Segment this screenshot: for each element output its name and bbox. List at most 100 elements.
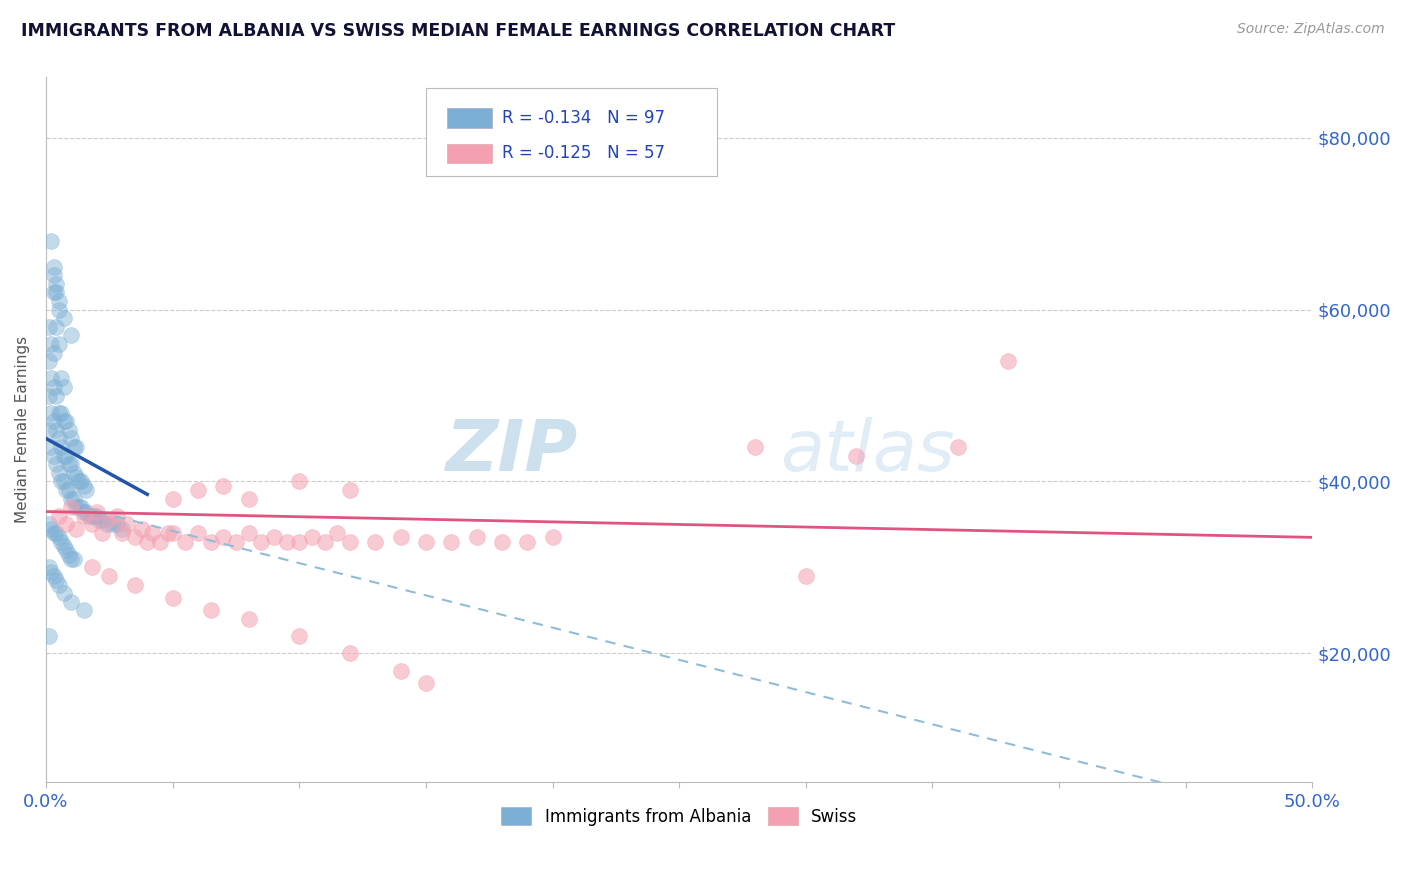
Point bbox=[80, 517, 103, 532]
Point bbox=[101, 517, 124, 532]
Point bbox=[263, 530, 285, 544]
Point bbox=[42, 285, 65, 300]
Point bbox=[58, 423, 80, 437]
Text: R = -0.125   N = 57: R = -0.125 N = 57 bbox=[502, 144, 665, 161]
Point bbox=[124, 530, 146, 544]
Point bbox=[162, 591, 184, 605]
Bar bbox=[447, 144, 492, 163]
Point bbox=[946, 440, 969, 454]
Point bbox=[744, 440, 766, 454]
Y-axis label: Median Female Earnings: Median Female Earnings bbox=[15, 336, 30, 524]
Text: R = -0.134   N = 97: R = -0.134 N = 97 bbox=[502, 109, 665, 127]
Point bbox=[67, 500, 90, 515]
Point bbox=[98, 513, 121, 527]
Point bbox=[73, 603, 96, 617]
Point bbox=[37, 517, 59, 532]
Point bbox=[45, 277, 67, 291]
Legend: Immigrants from Albania, Swiss: Immigrants from Albania, Swiss bbox=[494, 799, 866, 834]
Point bbox=[76, 483, 98, 497]
Point bbox=[225, 534, 247, 549]
Point bbox=[111, 522, 134, 536]
FancyBboxPatch shape bbox=[426, 88, 717, 176]
Point bbox=[37, 560, 59, 574]
Point bbox=[80, 508, 103, 523]
Point bbox=[42, 380, 65, 394]
Point bbox=[440, 534, 463, 549]
Point bbox=[55, 414, 77, 428]
Point bbox=[845, 449, 868, 463]
Point bbox=[76, 505, 98, 519]
Point bbox=[364, 534, 387, 549]
Point bbox=[200, 603, 222, 617]
Point bbox=[37, 319, 59, 334]
Point bbox=[115, 517, 138, 532]
Point bbox=[39, 440, 62, 454]
Point bbox=[187, 526, 209, 541]
Point bbox=[45, 457, 67, 471]
Point bbox=[90, 526, 112, 541]
Point bbox=[465, 530, 488, 544]
Point bbox=[90, 513, 112, 527]
Point bbox=[326, 526, 349, 541]
Point bbox=[238, 526, 260, 541]
Point bbox=[48, 577, 70, 591]
Point bbox=[415, 676, 437, 690]
Point bbox=[86, 505, 108, 519]
Point bbox=[149, 534, 172, 549]
Point bbox=[63, 466, 86, 480]
Point bbox=[42, 526, 65, 541]
Point bbox=[51, 371, 73, 385]
Point bbox=[52, 475, 75, 489]
Point bbox=[276, 534, 298, 549]
Point bbox=[86, 508, 108, 523]
Point bbox=[136, 534, 159, 549]
Point bbox=[70, 500, 93, 515]
Point bbox=[60, 432, 83, 446]
Point bbox=[45, 319, 67, 334]
Point bbox=[339, 483, 361, 497]
Point bbox=[51, 440, 73, 454]
Point bbox=[73, 479, 96, 493]
Point bbox=[65, 470, 87, 484]
Point bbox=[238, 612, 260, 626]
Point bbox=[339, 647, 361, 661]
Point bbox=[45, 285, 67, 300]
Point bbox=[39, 522, 62, 536]
Point bbox=[187, 483, 209, 497]
Point bbox=[63, 552, 86, 566]
Point bbox=[55, 483, 77, 497]
Point bbox=[39, 565, 62, 579]
Point bbox=[48, 530, 70, 544]
Point bbox=[105, 508, 128, 523]
Point bbox=[60, 457, 83, 471]
Point bbox=[141, 526, 163, 541]
Point bbox=[39, 406, 62, 420]
Point bbox=[58, 483, 80, 497]
Point bbox=[48, 406, 70, 420]
Point bbox=[65, 500, 87, 515]
Point bbox=[42, 268, 65, 282]
Point bbox=[58, 457, 80, 471]
Point bbox=[200, 534, 222, 549]
Point bbox=[238, 491, 260, 506]
Point bbox=[51, 534, 73, 549]
Point bbox=[794, 569, 817, 583]
Point bbox=[174, 534, 197, 549]
Point bbox=[73, 505, 96, 519]
Point bbox=[42, 569, 65, 583]
Point bbox=[55, 543, 77, 558]
Point bbox=[73, 508, 96, 523]
Text: Source: ZipAtlas.com: Source: ZipAtlas.com bbox=[1237, 22, 1385, 37]
Point bbox=[212, 479, 235, 493]
Point bbox=[48, 508, 70, 523]
Point bbox=[162, 491, 184, 506]
Point bbox=[39, 337, 62, 351]
Point bbox=[65, 440, 87, 454]
Point bbox=[55, 449, 77, 463]
Point bbox=[80, 560, 103, 574]
Point bbox=[51, 406, 73, 420]
Point bbox=[37, 629, 59, 643]
Point bbox=[105, 517, 128, 532]
Point bbox=[55, 517, 77, 532]
Point bbox=[48, 337, 70, 351]
